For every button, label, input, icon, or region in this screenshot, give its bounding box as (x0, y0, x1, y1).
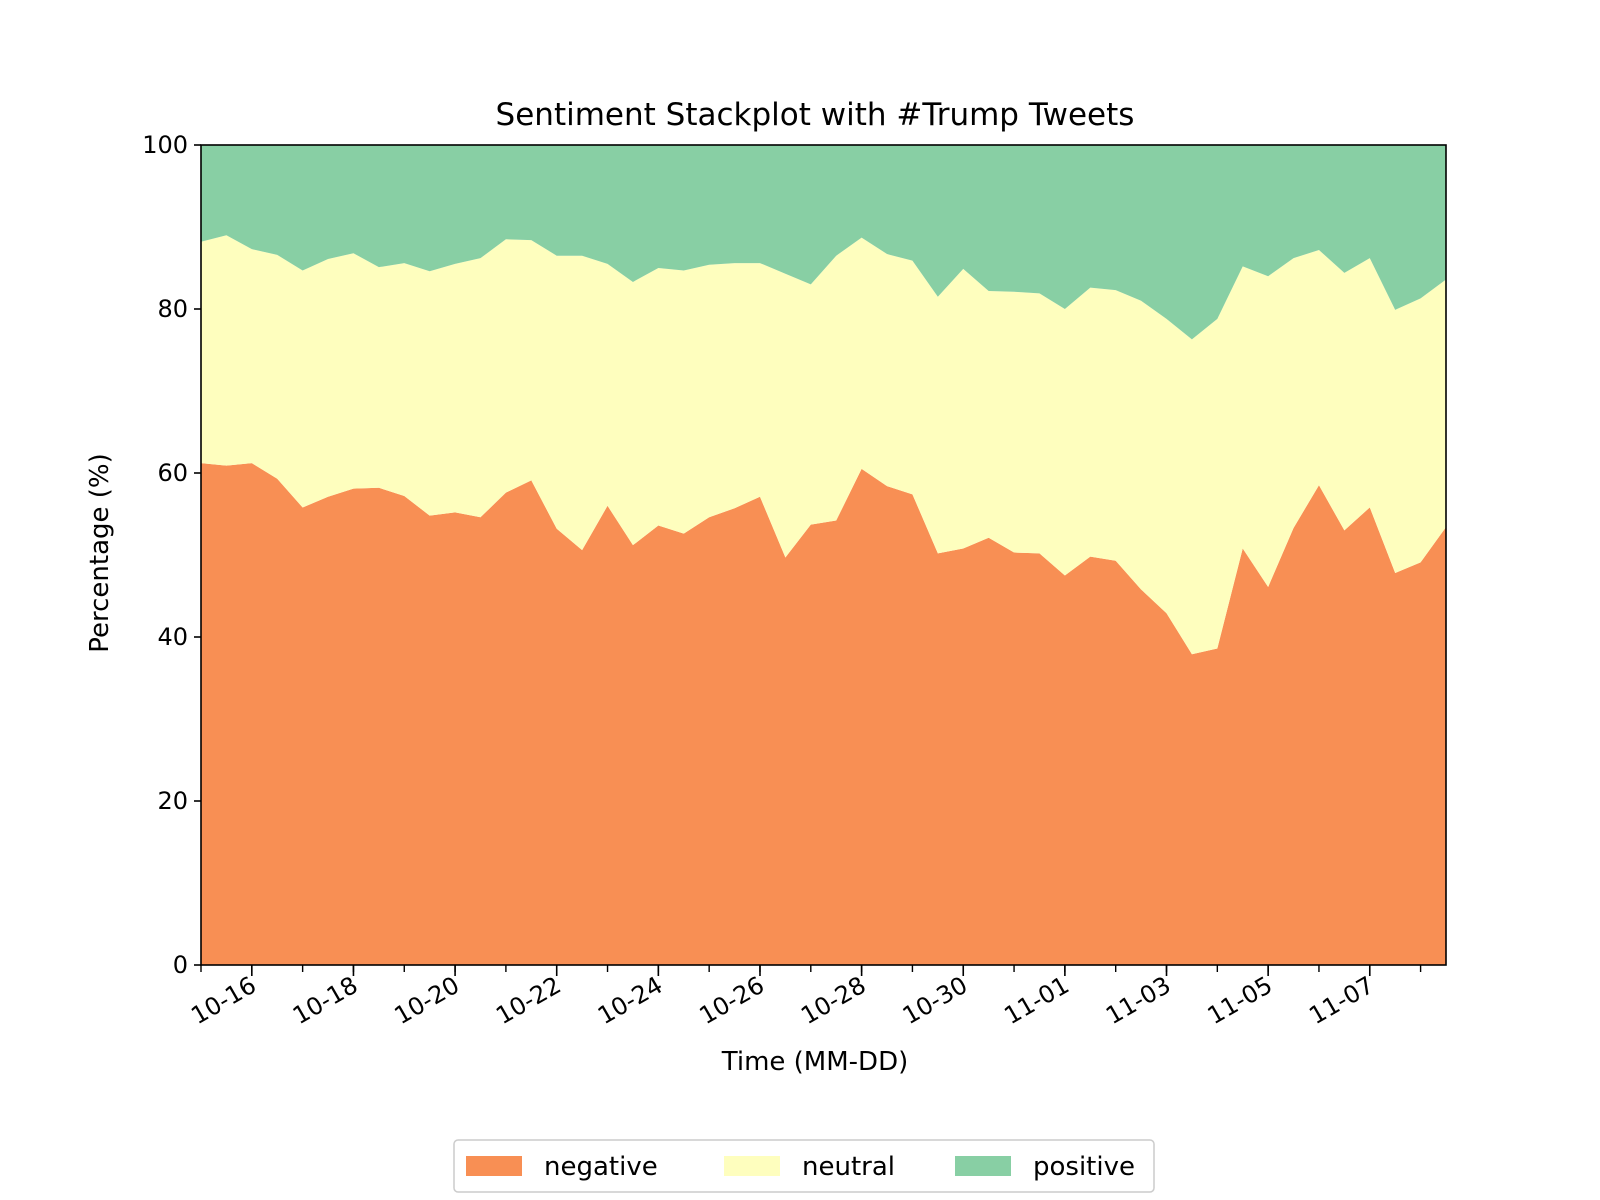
legend-swatch-negative (466, 1156, 522, 1176)
area-neutral (201, 235, 1446, 655)
x-axis-label: Time (MM-DD) (721, 1047, 908, 1077)
legend-label-negative: negative (544, 1152, 658, 1182)
y-axis-label: Percentage (%) (85, 453, 115, 653)
area-negative (201, 463, 1446, 965)
y-tick-label: 40 (157, 623, 188, 651)
legend-swatch-positive (955, 1156, 1011, 1176)
y-tick-label: 100 (142, 131, 188, 159)
x-tick-label: 10-18 (288, 971, 362, 1030)
legend: negative neutral positive (453, 1139, 1155, 1193)
x-tick-label: 10-30 (898, 971, 972, 1030)
chart-title: Sentiment Stackplot with #Trump Tweets (496, 97, 1135, 133)
y-tick-label: 60 (157, 459, 188, 487)
x-tick-label: 10-16 (186, 971, 260, 1030)
x-tick-label: 11-01 (999, 971, 1073, 1030)
stacked-areas (201, 145, 1446, 965)
x-axis: 10-16 10-18 10-20 10-22 10-24 10-26 10-28 10-30… (186, 965, 1422, 1030)
x-tick-label: 10-26 (695, 971, 769, 1030)
y-tick-label: 0 (173, 951, 188, 979)
legend-frame (453, 1139, 1155, 1193)
area-positive (201, 145, 1446, 340)
x-tick-label: 10-24 (593, 971, 667, 1030)
x-tick-label: 10-28 (796, 971, 870, 1030)
y-tick-label: 80 (157, 295, 188, 323)
plot-frame (200, 144, 1447, 966)
legend-label-positive: positive (1033, 1152, 1135, 1182)
x-tick-label: 10-22 (491, 971, 565, 1030)
x-tick-label: 10-20 (390, 971, 464, 1030)
y-axis: 0 20 40 60 80 100 (142, 131, 201, 979)
legend-swatch-neutral (724, 1156, 780, 1176)
x-tick-label: 11-05 (1203, 971, 1277, 1030)
y-tick-label: 20 (157, 787, 188, 815)
legend-label-neutral: neutral (802, 1152, 895, 1182)
x-tick-label: 11-03 (1101, 971, 1175, 1030)
x-tick-label: 11-07 (1304, 971, 1378, 1030)
